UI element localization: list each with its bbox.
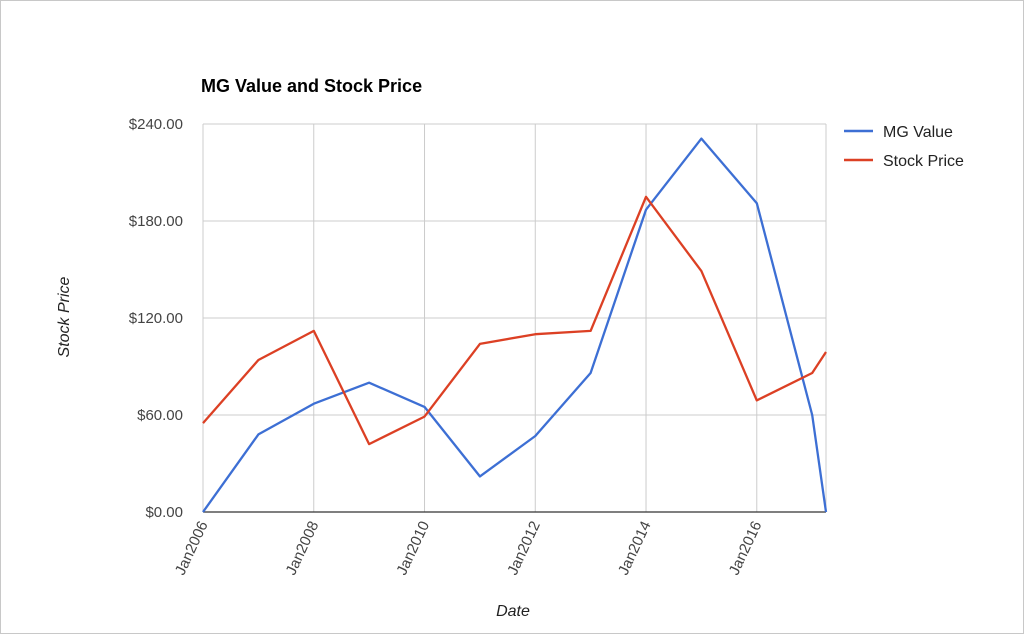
gridlines bbox=[202, 123, 827, 512]
y-tick-label: $0.00 bbox=[145, 504, 183, 521]
series-line-stock-price bbox=[202, 195, 827, 446]
x-tick-label: Jan2016 bbox=[726, 519, 766, 578]
chart-title: MG Value and Stock Price bbox=[201, 76, 422, 96]
legend-label-mg-value: MG Value bbox=[883, 124, 953, 141]
y-tick-label: $60.00 bbox=[137, 407, 183, 424]
x-tick-label: Jan2010 bbox=[393, 519, 433, 578]
tick-labels: $0.00 $60.00 $120.00 $180.00 $240.00 Jan2006 J… bbox=[129, 116, 766, 578]
x-axis-title: Date bbox=[496, 603, 530, 620]
x-tick-label: Jan2008 bbox=[283, 519, 323, 578]
x-tick-label: Jan2012 bbox=[504, 519, 544, 578]
y-tick-label: $120.00 bbox=[129, 310, 183, 327]
series-layer bbox=[202, 137, 828, 513]
legend-label-stock-price: Stock Price bbox=[883, 153, 964, 170]
x-tick-label: Jan2006 bbox=[172, 519, 212, 578]
y-tick-label: $180.00 bbox=[129, 213, 183, 230]
legend: MG Value Stock Price bbox=[844, 124, 964, 170]
x-tick-label: Jan2014 bbox=[615, 519, 655, 578]
y-tick-label: $240.00 bbox=[129, 116, 183, 133]
series-line-mg-value bbox=[202, 137, 828, 513]
y-axis-title: Stock Price bbox=[56, 276, 73, 357]
